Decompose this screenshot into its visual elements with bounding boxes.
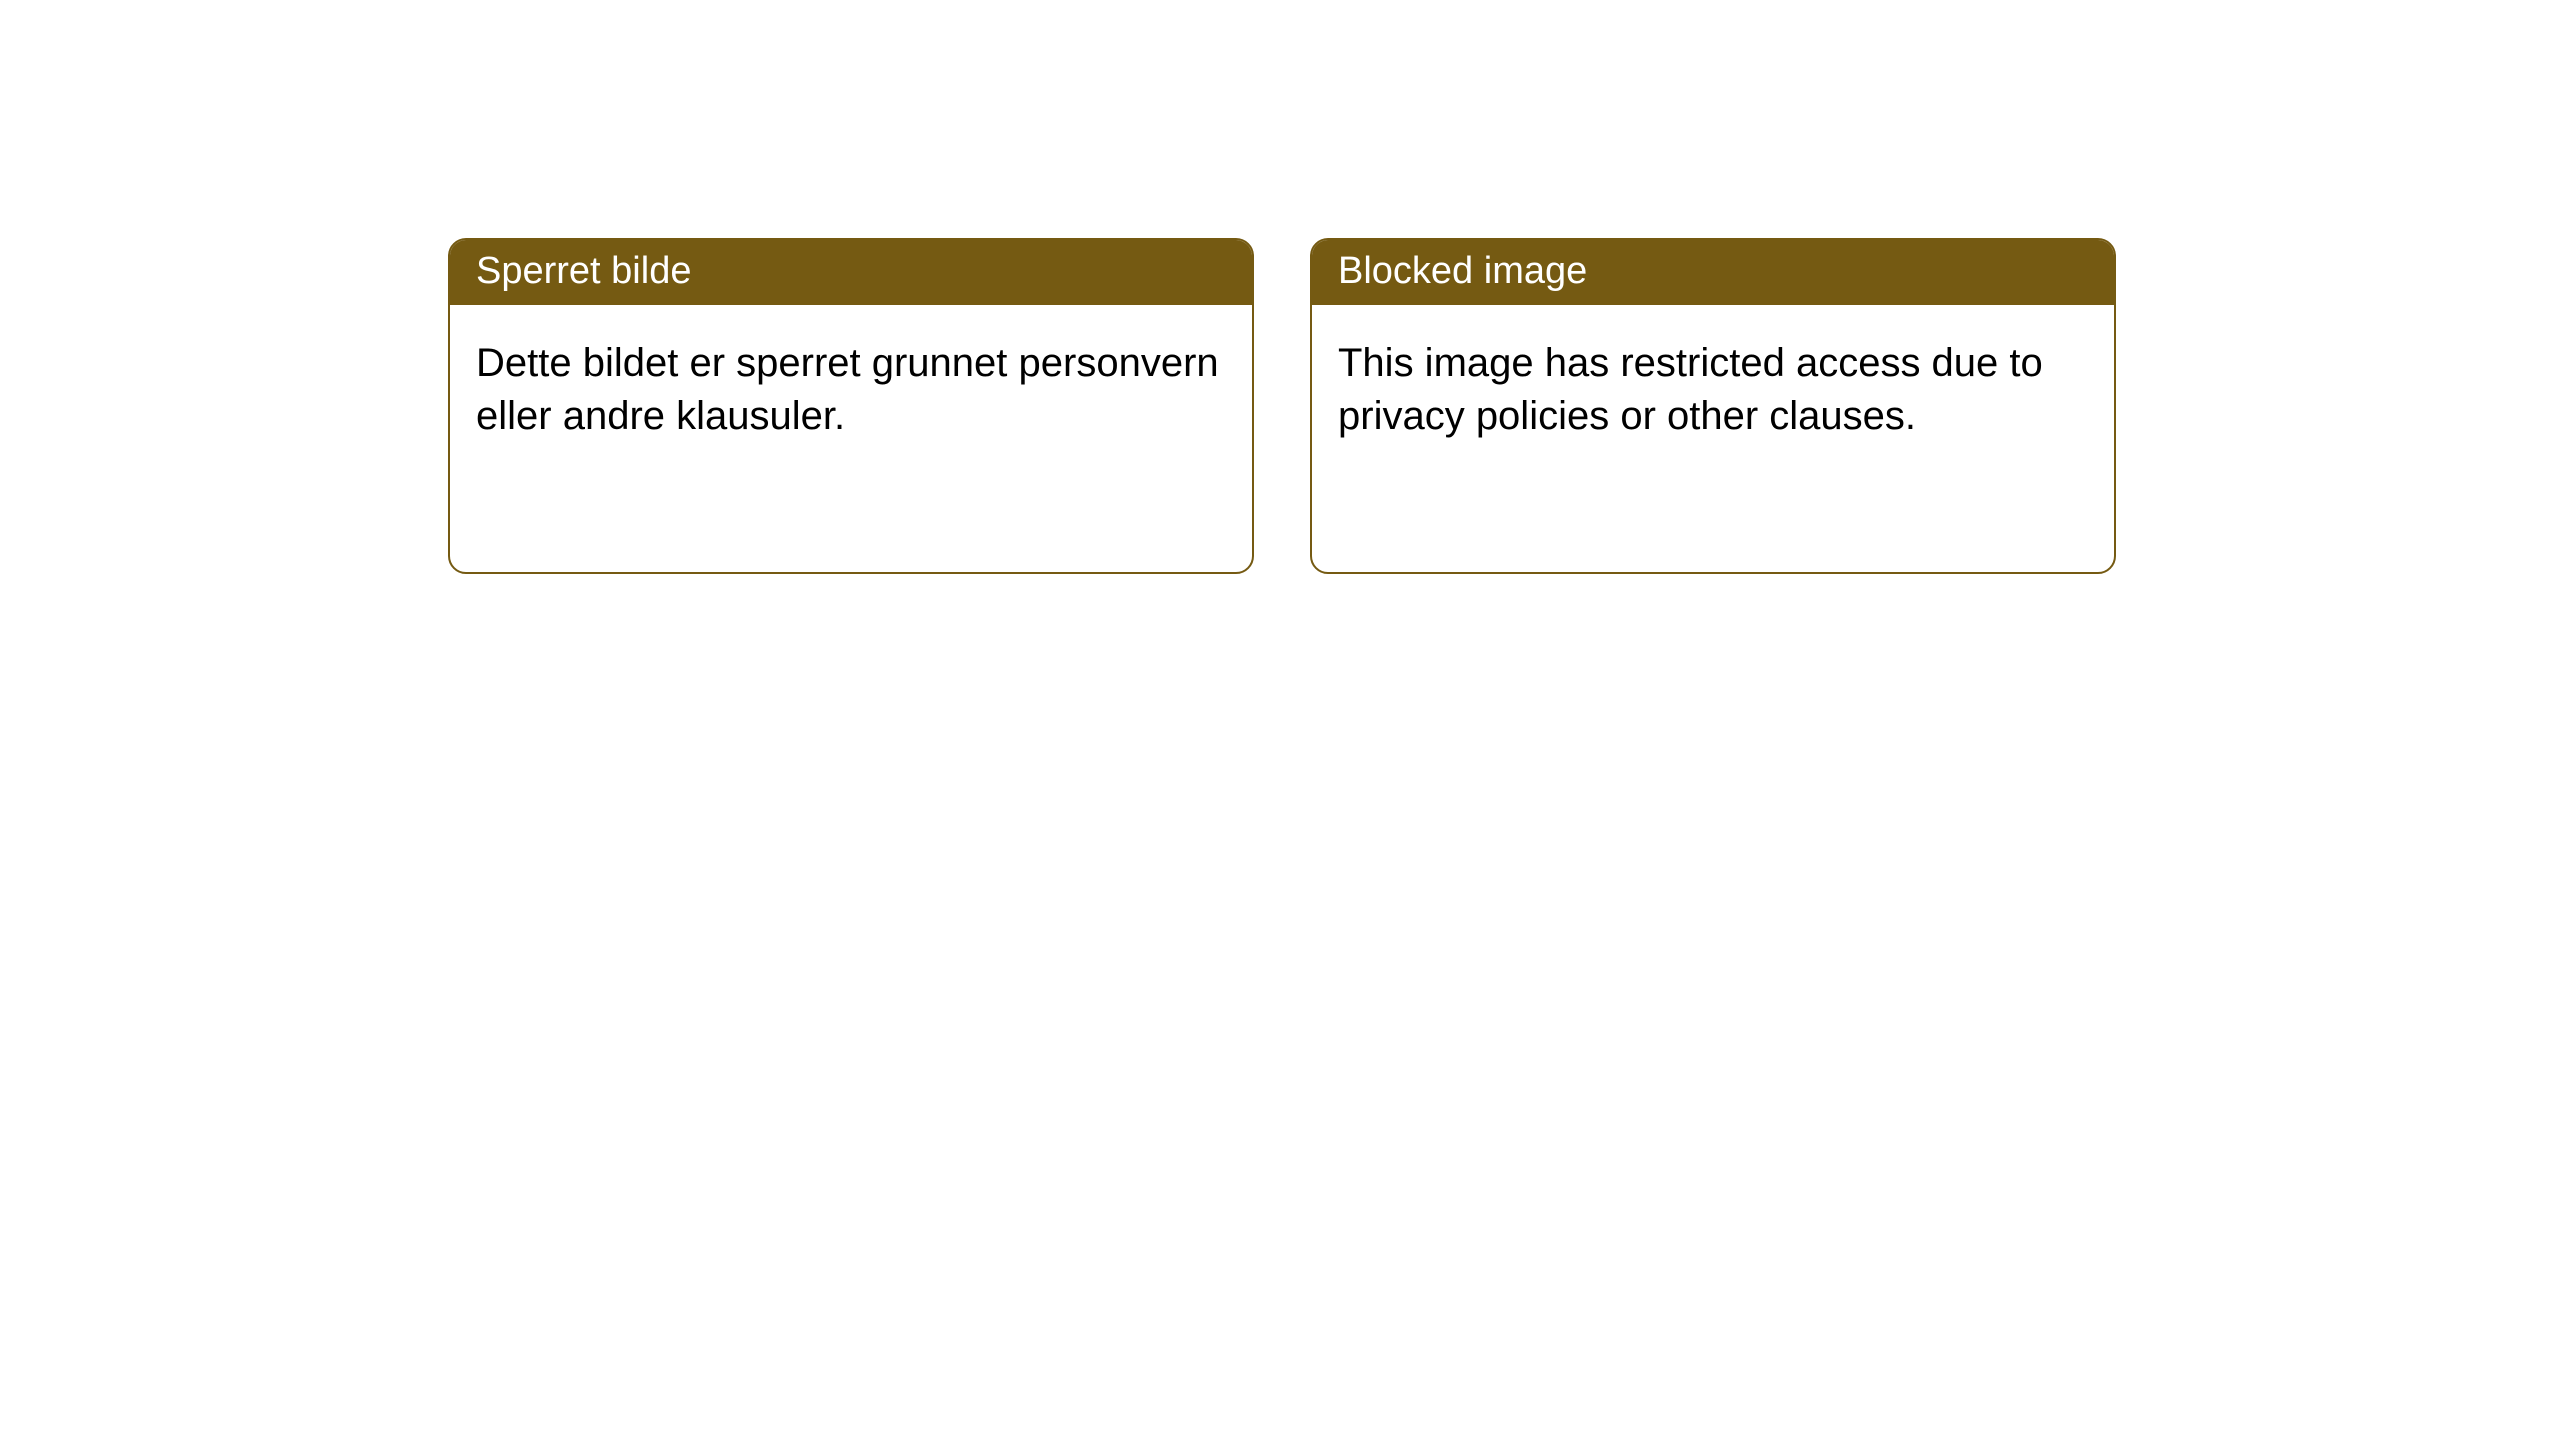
card-header-no: Sperret bilde bbox=[450, 240, 1252, 305]
blocked-card-no: Sperret bilde Dette bildet er sperret gr… bbox=[448, 238, 1254, 574]
card-header-en: Blocked image bbox=[1312, 240, 2114, 305]
cards-container: Sperret bilde Dette bildet er sperret gr… bbox=[0, 0, 2560, 574]
card-body-en: This image has restricted access due to … bbox=[1312, 305, 2114, 475]
card-title-en: Blocked image bbox=[1338, 250, 1587, 292]
card-title-no: Sperret bilde bbox=[476, 250, 691, 292]
card-message-no: Dette bildet er sperret grunnet personve… bbox=[476, 341, 1219, 438]
card-body-no: Dette bildet er sperret grunnet personve… bbox=[450, 305, 1252, 475]
card-message-en: This image has restricted access due to … bbox=[1338, 341, 2043, 438]
blocked-card-en: Blocked image This image has restricted … bbox=[1310, 238, 2116, 574]
